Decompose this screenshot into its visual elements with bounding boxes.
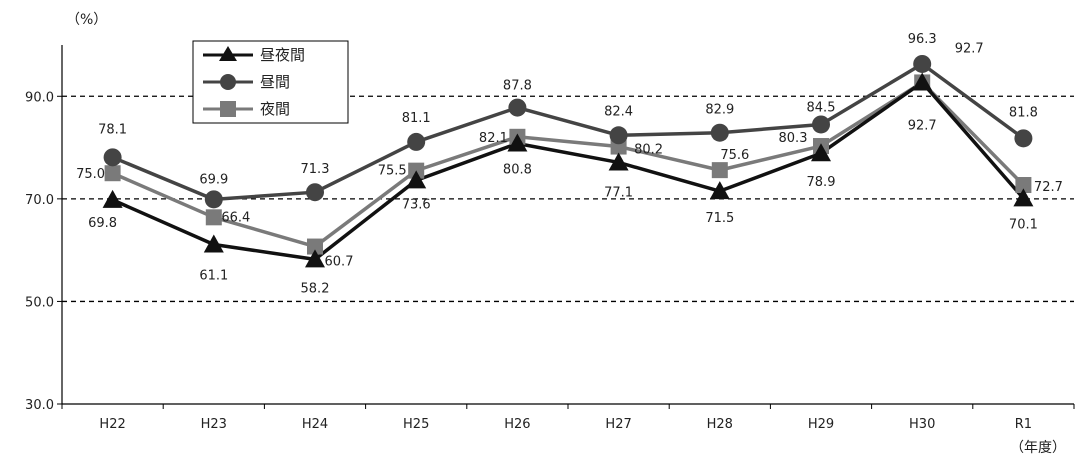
x-tick-label: H23 — [201, 417, 227, 432]
data-label: 69.9 — [199, 172, 228, 187]
x-tick-label: H24 — [302, 417, 328, 432]
series-line — [111, 80, 1025, 262]
x-tick-label: H27 — [605, 417, 631, 432]
square-point — [205, 209, 222, 226]
data-label: 70.1 — [1009, 217, 1038, 232]
circle-point — [812, 115, 830, 134]
x-tick-label: H29 — [808, 417, 834, 432]
data-label: 80.3 — [779, 131, 808, 146]
data-label: 81.8 — [1009, 105, 1038, 120]
x-axis-unit: （年度） — [1010, 440, 1066, 456]
circle-point — [609, 126, 628, 145]
y-axis-unit: （%） — [66, 12, 107, 28]
data-label: 96.3 — [908, 32, 937, 47]
series-line — [111, 80, 1025, 249]
triangle-point — [811, 143, 831, 162]
square-point — [104, 165, 121, 182]
x-tick-label: H30 — [909, 417, 935, 432]
data-label: 71.3 — [301, 162, 330, 177]
y-tick-labels: 30.0 50.0 70.0 90.0 — [25, 90, 54, 413]
data-label: 61.1 — [199, 269, 228, 284]
circle-point — [913, 54, 932, 73]
square-point — [711, 162, 728, 179]
series — [102, 54, 1034, 268]
y-tick-label: 90.0 — [25, 90, 54, 105]
square-point — [1015, 177, 1032, 194]
x-tick-label: H26 — [504, 417, 530, 432]
data-label: 75.0 — [76, 167, 105, 182]
legend-label-day: 昼間 — [260, 73, 290, 91]
circle-point — [407, 132, 426, 151]
triangle-point — [305, 249, 325, 268]
data-label: 92.7 — [955, 41, 984, 56]
data-label: 80.8 — [503, 162, 532, 177]
data-label: 73.6 — [402, 197, 431, 212]
circle-point — [710, 123, 729, 142]
triangle-point — [1013, 188, 1034, 207]
square-point — [307, 238, 323, 255]
data-label: 72.7 — [1034, 180, 1063, 195]
legend-label-night: 夜間 — [260, 100, 290, 118]
data-label: 82.4 — [604, 104, 633, 119]
x-tick-label: H22 — [99, 417, 125, 432]
data-label: 75.5 — [378, 164, 407, 179]
square-marker-icon — [220, 101, 236, 117]
x-tick-label: H25 — [403, 417, 429, 432]
data-label: 69.8 — [88, 216, 117, 231]
data-label: 82.9 — [705, 103, 734, 118]
x-tick-labels: H22 H23 H24 H25 H26 H27 H28 H29 H30 R1 — [99, 417, 1032, 432]
gridlines — [62, 95, 1074, 303]
data-label: 80.2 — [634, 143, 663, 158]
data-label: 92.7 — [908, 118, 937, 133]
data-label: 78.1 — [98, 122, 127, 137]
x-tick-label: H28 — [707, 417, 733, 432]
data-label: 60.7 — [325, 255, 354, 270]
data-label: 84.5 — [807, 100, 836, 115]
legend: 昼夜間 昼間 夜間 — [192, 40, 349, 124]
data-label: 77.1 — [604, 185, 633, 200]
triangle-point — [507, 133, 528, 152]
legend-item-day: 昼間 — [203, 73, 290, 91]
circle-point — [306, 183, 324, 202]
triangle-marker-icon — [219, 46, 237, 61]
circle-point — [1014, 129, 1033, 148]
data-labels: 69.8 61.1 58.2 73.6 80.8 77.1 71.5 78.9 92.7 70.1… — [76, 32, 1063, 296]
axes — [57, 45, 1075, 409]
triangle-point — [203, 234, 224, 253]
circle-point — [103, 148, 122, 167]
circle-point — [204, 190, 223, 209]
data-label: 75.6 — [720, 148, 749, 163]
data-label: 82.1 — [479, 131, 508, 146]
triangle-point — [709, 181, 730, 200]
data-label: 71.5 — [705, 211, 734, 226]
x-tick-label: R1 — [1015, 417, 1032, 432]
triangle-point — [608, 152, 629, 171]
y-tick-label: 70.0 — [25, 193, 54, 208]
circle-marker-icon — [220, 74, 236, 90]
circle-point — [508, 98, 527, 117]
y-tick-label: 50.0 — [25, 295, 54, 310]
triangle-point — [912, 72, 933, 91]
triangle-point — [102, 189, 123, 208]
data-label: 87.8 — [503, 79, 532, 94]
legend-label-day-night: 昼夜間 — [260, 46, 305, 64]
series-line — [111, 62, 1025, 202]
data-label: 78.9 — [807, 175, 836, 190]
legend-item-day-night: 昼夜間 — [203, 46, 305, 64]
data-label: 58.2 — [301, 281, 330, 296]
data-label: 81.1 — [402, 111, 431, 126]
legend-item-night: 夜間 — [203, 100, 290, 118]
data-label: 66.4 — [221, 210, 250, 225]
triangle-point — [406, 170, 427, 189]
y-tick-label: 30.0 — [25, 398, 54, 413]
